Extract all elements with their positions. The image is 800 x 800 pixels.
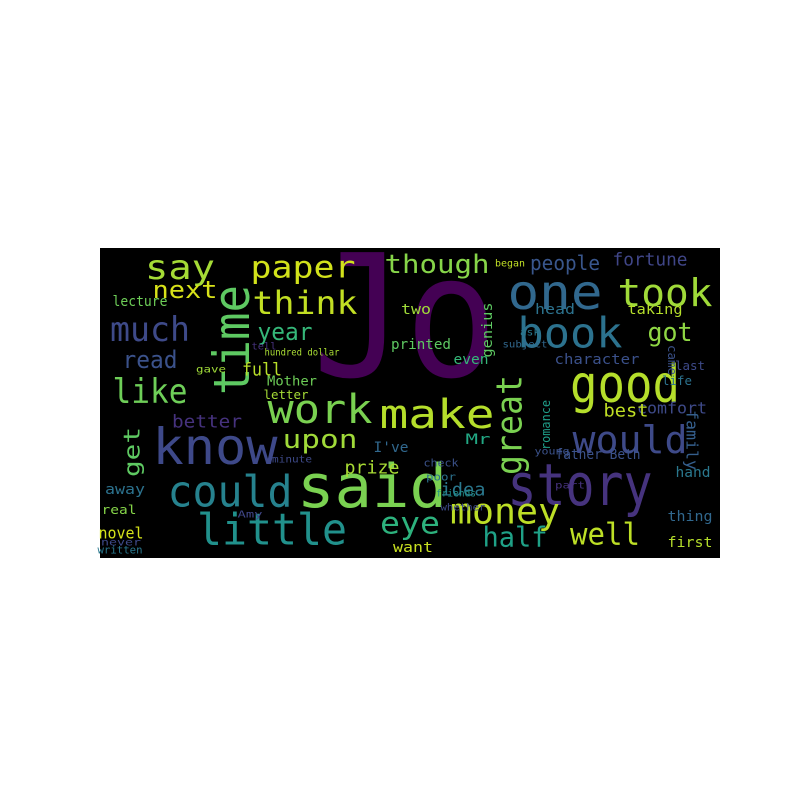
word: fortune [613,250,688,271]
word: little [197,505,347,556]
word: Mother [267,375,317,390]
word: say [145,248,215,288]
word: two [401,302,431,318]
word: genius [480,303,496,358]
word: time [203,285,261,395]
word: began [495,259,525,270]
word: though [385,250,490,280]
word: good [570,355,680,415]
word: last [675,359,705,373]
word: got [648,318,693,348]
word: one [508,265,603,321]
word: even [454,352,489,368]
word: hundred dollar [265,348,340,359]
word: book [518,309,623,358]
word: character [555,352,640,368]
word: well [570,518,640,553]
word: read [123,346,178,374]
word: subject [503,340,548,351]
word: family [683,410,702,470]
word: people [530,251,600,275]
word: I've [374,440,409,456]
word: make [380,392,495,438]
word: upon [283,425,358,455]
word: paper [251,251,356,286]
word: could [168,467,293,518]
word: never [101,538,141,549]
word: check [424,457,459,470]
word: Jo [313,219,498,417]
word: real [102,503,137,517]
word: letter [264,388,309,402]
word: printed [391,337,451,353]
word: next [153,276,218,304]
word: young [535,447,570,458]
word: part [555,481,585,492]
word: taking [628,302,683,318]
word: father Beth [556,447,641,463]
word: like [113,372,188,412]
word: would [573,418,688,462]
word: friends [436,489,476,500]
word: thing [668,509,713,525]
word: much [110,310,190,350]
word: better [172,412,242,433]
word: head [535,302,575,318]
word: life [662,374,692,388]
word: came [665,345,679,375]
word: Amy [238,510,263,521]
word: best [604,401,649,422]
word: year [258,318,313,346]
word: get [121,427,146,477]
word: minute [272,455,312,466]
word: romance [539,400,553,450]
cloud-background [100,248,720,558]
word: eye [380,507,440,542]
word: ask [520,328,540,339]
word: gave [196,365,226,376]
word: full [242,360,282,381]
word: novel [99,524,144,543]
word: story [508,451,653,519]
word: said [297,452,447,522]
word: half [483,521,548,554]
word: poor [426,471,456,484]
word: away [105,482,145,498]
word: hand [676,465,711,481]
word: work [268,387,373,433]
word: tell [252,342,277,353]
word: Mr [466,432,491,448]
word: whether [441,503,486,514]
word: idea [441,480,486,501]
word: money [450,492,560,533]
word: written [98,544,143,557]
word: prize [345,458,400,479]
word: first [668,535,713,551]
word: took [618,271,713,315]
word: think [253,284,358,322]
word: lecture [113,294,168,310]
word: know [153,418,279,476]
word: great [490,375,531,475]
word: want [393,540,433,556]
word: comfort [637,399,707,418]
